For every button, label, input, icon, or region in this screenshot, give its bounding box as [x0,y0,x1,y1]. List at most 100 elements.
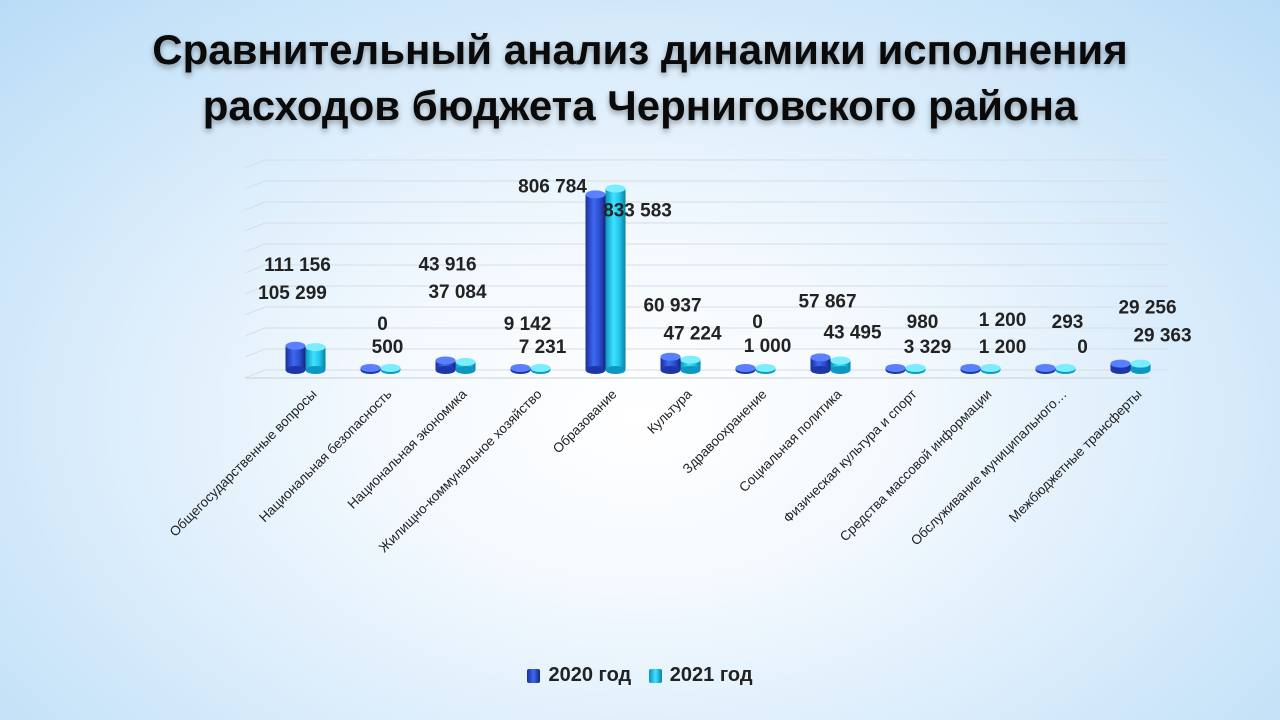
grid-diagonal [244,285,266,295]
bar-base [810,366,831,374]
value-label-2020-1: 0 [377,314,388,335]
grid-diagonal [244,327,266,337]
bar-2021-8 [905,364,926,374]
bar-cap [435,356,456,365]
bar-2021-6 [755,364,776,374]
category-label-11: Межбюджетные трансферты [1006,387,1145,526]
bar-2021-11 [1130,359,1151,374]
grid-diagonal [244,201,266,211]
grid-diagonal [244,306,266,316]
value-label-2020-11: 29 256 [1118,298,1176,319]
bar-base [605,366,626,374]
chart-title-line-1: Сравнительный анализ динамики исполнения [152,26,1128,73]
value-label-2021-8: 3 329 [904,337,952,358]
value-label-2020-5: 60 937 [643,296,701,317]
value-label-2021-9: 1 200 [979,337,1027,358]
value-label-2020-6: 0 [752,312,763,333]
legend-label-2021: 2021 год [669,664,753,686]
bar-2020-9 [960,364,981,374]
bar-cap [455,357,476,366]
category-label-9: Средства массовой информации [837,387,995,545]
bar-cap [830,356,851,365]
chart-title-line-2: расходов бюджета Черниговского района [202,82,1078,129]
bar-cap [735,364,756,372]
bar-cap [1035,364,1056,372]
bar-cap [305,343,326,352]
value-label-2020-10: 293 [1052,312,1084,333]
legend-swatch-2020 [527,668,541,683]
value-label-2020-7: 57 867 [798,291,856,312]
value-label-2021-4: 833 583 [603,201,672,222]
bar-2021-3 [530,364,551,374]
bar-cap [605,184,626,193]
value-label-2020-0: 111 156 [264,255,331,276]
bar-cap [810,353,831,362]
value-label-2021-7: 43 495 [823,323,882,344]
bar-cap [1110,359,1131,368]
bar-cap [680,355,701,364]
value-label-2021-6: 1 000 [744,336,792,357]
bar-cap [510,364,531,372]
grid-diagonal [244,348,266,358]
bar-2020-8 [885,364,906,374]
bar-cap [285,341,306,350]
bar-2020-2 [435,356,456,374]
value-label-2020-8: 980 [907,312,939,333]
bar-2020-10 [1035,364,1056,374]
chart-grid [244,159,1168,379]
chart-category-labels: Общегосударственные вопросыНациональная … [167,386,1145,555]
bar-body [435,360,456,370]
legend-label-2020: 2020 год [548,664,632,686]
bar-base [1130,366,1151,374]
bar-2020-6 [735,364,756,374]
bar-base [285,366,306,374]
bar-cap [380,364,401,372]
bar-2020-1 [360,364,381,374]
bar-cap [755,364,776,372]
legend-item-2020: 2020 год [527,664,631,687]
chart-bars [285,184,1151,374]
grid-diagonal [244,243,266,253]
bar-body [285,345,306,370]
bar-base [830,366,851,374]
bar-2020-5 [660,352,681,374]
bar-base [305,366,326,374]
chart-title: Сравнительный анализ динамики исполнения… [0,22,1280,134]
value-label-2021-11: 29 363 [1133,326,1191,347]
grid-diagonal [244,369,266,379]
bar-cap [1055,364,1076,372]
bar-cap [660,352,681,361]
bar-body [305,347,326,370]
value-label-2021-1: 500 [372,337,404,358]
bar-cap [360,364,381,372]
bar-2021-5 [680,355,701,374]
category-label-10: Обслуживание муниципального… [908,387,1070,549]
bar-2020-4 [585,190,606,374]
bar-base [585,366,606,374]
bar-cap [905,364,926,372]
chart-legend: 2020 год 2021 год [0,664,1280,689]
value-label-2021-0: 105 299 [258,283,327,304]
grid-diagonal [244,159,266,169]
value-label-2021-10: 0 [1077,337,1088,358]
category-label-6: Здравоохранение [680,387,770,477]
grid-diagonal [244,180,266,190]
bar-2020-11 [1110,359,1131,374]
bar-base [680,366,701,374]
bar-2021-1 [380,364,401,374]
bar-base [455,366,476,374]
bar-cap [530,364,551,372]
bar-base [660,366,681,374]
category-label-0: Общегосударственные вопросы [167,387,320,540]
value-label-2021-2: 37 084 [428,282,487,303]
bar-2020-0 [285,341,306,374]
bar-2020-7 [810,353,831,374]
grid-diagonal [244,264,266,274]
bar-cap [1130,359,1151,368]
value-label-2020-3: 9 142 [504,314,552,335]
bar-cap [980,364,1001,372]
grid-diagonal [244,222,266,232]
legend-swatch-2021 [648,668,662,683]
value-label-2020-9: 1 200 [979,310,1027,331]
